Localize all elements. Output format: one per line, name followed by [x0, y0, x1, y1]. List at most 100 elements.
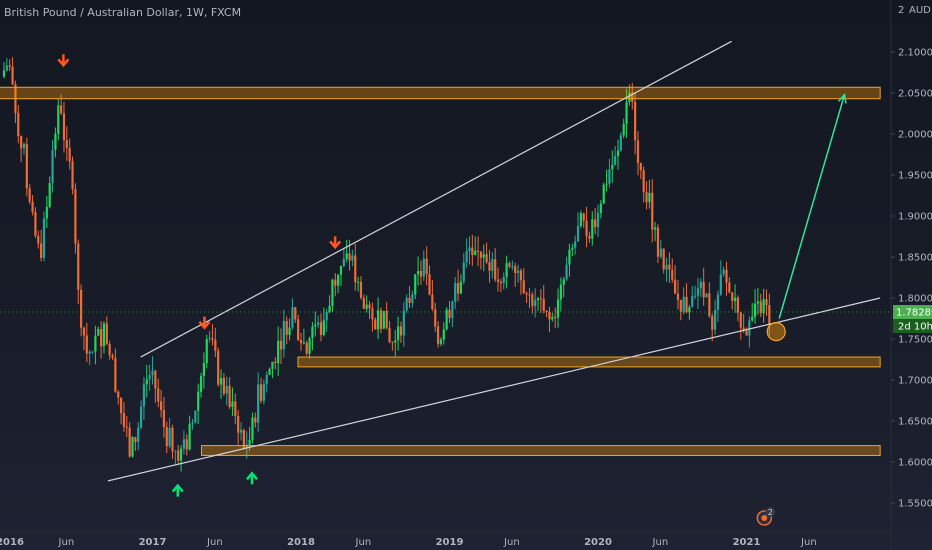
candle-body: [74, 189, 77, 244]
candle-body: [402, 310, 405, 336]
candle-body: [476, 250, 480, 252]
candle-body: [556, 299, 560, 318]
candle-body: [419, 270, 423, 277]
candle-body: [414, 274, 417, 295]
candle-body: [8, 65, 11, 67]
candle-body: [759, 301, 762, 314]
candle-body: [602, 184, 605, 204]
candle-body: [174, 450, 177, 452]
candle-body: [271, 361, 274, 369]
candle-body: [634, 101, 637, 141]
arrow-up-icon[interactable]: [246, 471, 258, 485]
candle-body: [465, 251, 468, 263]
candle-body: [177, 450, 180, 461]
candle-body: [668, 264, 671, 270]
time-axis[interactable]: 2016 Jun 2017 Jun 2018 Jun 2019 Jun 2020 Jun 2021 J…: [0, 531, 891, 548]
candle-body: [733, 297, 737, 302]
candle-body: [722, 269, 725, 275]
time-tick-label: Jun: [355, 537, 372, 548]
candle-body: [302, 342, 305, 344]
candle-body: [337, 274, 340, 286]
candle-body: [162, 410, 166, 428]
horizontal-zone[interactable]: [297, 356, 881, 368]
candle-body: [459, 281, 463, 294]
candle-body: [22, 143, 26, 149]
candle-body: [359, 281, 363, 299]
candle-body: [348, 253, 351, 261]
candle-body: [431, 294, 434, 310]
candle-body: [716, 294, 720, 311]
candle-body: [751, 316, 754, 321]
candle-body: [319, 322, 323, 335]
candle-body: [182, 439, 186, 449]
trendline[interactable]: [140, 40, 732, 358]
candle-body: [494, 259, 497, 280]
candle-body: [25, 143, 28, 189]
candle-body: [674, 279, 677, 294]
candle-body: [442, 329, 445, 340]
candle-body: [219, 378, 223, 385]
candle-body: [708, 293, 711, 317]
candle-body: [217, 350, 220, 385]
candle-body: [511, 266, 514, 268]
candle-body: [377, 310, 380, 330]
time-tick-label: 2020: [584, 537, 612, 548]
candle-body: [137, 427, 140, 442]
candle-body: [237, 416, 240, 433]
candle-body: [753, 303, 757, 317]
arrow-up-icon[interactable]: [171, 483, 184, 497]
price-axis[interactable]: 2.10000 2.05000 2.00000 1.95000 1.90000 1.850…: [890, 0, 932, 550]
candle-body: [436, 326, 440, 344]
candle-body: [474, 250, 477, 256]
candle-body: [385, 310, 388, 328]
time-tick-label: 2018: [287, 537, 315, 548]
arrow-down-icon[interactable]: [57, 54, 70, 68]
ideas-badge-icon[interactable]: 2: [756, 507, 776, 526]
candle-body: [642, 170, 645, 193]
arrow-down-icon[interactable]: [329, 236, 342, 250]
candle-body: [42, 218, 46, 258]
candle-body: [736, 297, 740, 313]
candle-body: [713, 310, 717, 330]
currency-prefix: 2: [898, 5, 904, 16]
candle-body: [594, 219, 597, 228]
candle-body: [574, 241, 577, 248]
candle-body: [539, 298, 542, 300]
candle-body: [659, 248, 662, 257]
candle-body: [119, 397, 123, 414]
candle-body: [122, 413, 126, 427]
candle-body: [622, 123, 625, 136]
horizontal-zone[interactable]: [201, 445, 881, 456]
arrow-down-icon[interactable]: [198, 316, 211, 330]
price-tick-label: 2.10000: [898, 48, 932, 59]
candle-body: [262, 383, 265, 401]
candle-body: [165, 427, 168, 447]
candle-body: [257, 384, 260, 423]
price-tick-label: 1.65000: [898, 417, 932, 428]
horizontal-zone[interactable]: [0, 86, 881, 100]
candle-body: [568, 249, 571, 265]
candle-body: [297, 319, 300, 341]
candle-body: [254, 417, 257, 423]
trendline[interactable]: [107, 297, 881, 482]
candle-body: [37, 235, 40, 244]
price-tick-label: 2.00000: [898, 130, 932, 141]
candle-body: [117, 391, 120, 398]
candle-body: [748, 320, 751, 336]
time-tick-label: 2016: [0, 537, 24, 548]
candle-body: [185, 439, 188, 450]
candle-body: [102, 323, 106, 347]
candle-body: [645, 192, 648, 203]
candle-body: [325, 311, 328, 321]
candle-body: [616, 150, 620, 156]
candle-body: [588, 236, 591, 239]
candle-body: [234, 401, 237, 417]
highlight-circle[interactable]: [766, 322, 786, 342]
candle-body: [439, 339, 443, 344]
candle-body: [111, 355, 114, 358]
price-tick-label: 1.75000: [898, 335, 932, 346]
candle-body: [596, 212, 600, 228]
projection-arrow[interactable]: [778, 92, 847, 319]
